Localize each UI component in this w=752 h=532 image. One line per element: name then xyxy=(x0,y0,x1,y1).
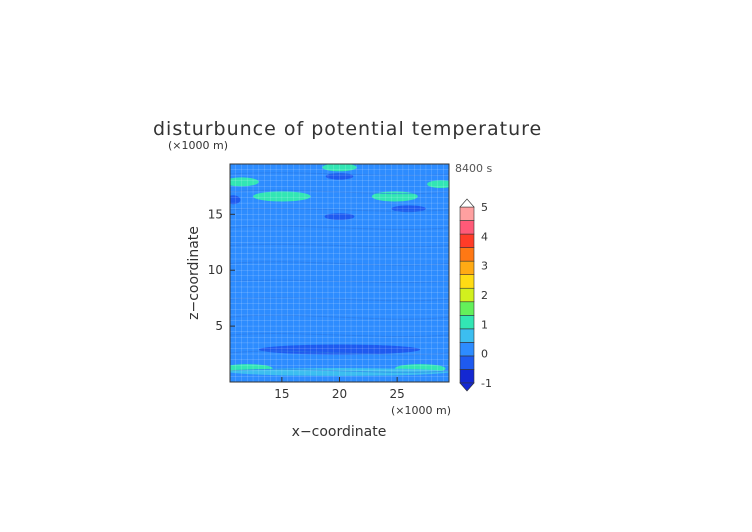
y-unit-label: (×1000 m) xyxy=(168,139,228,152)
field-feature xyxy=(324,213,355,220)
colorbar-swatch xyxy=(459,355,475,370)
x-axis: 15 20 25 xyxy=(274,377,405,401)
x-axis-title: x−coordinate xyxy=(292,424,387,440)
contour-line xyxy=(230,297,449,302)
time-label: 8400 s xyxy=(455,162,492,175)
contour-line xyxy=(230,189,449,195)
contour-line xyxy=(230,314,449,320)
colorbar-swatch xyxy=(459,315,475,330)
colorbar-swatch xyxy=(459,220,475,235)
y-tick-label: 10 xyxy=(208,263,223,277)
contour-line xyxy=(230,243,449,248)
colorbar-tick-label: 0 xyxy=(481,348,488,361)
colorbar-swatch xyxy=(459,206,475,221)
colorbar-tick-label: 3 xyxy=(481,260,488,273)
colorbar-tick-label: 4 xyxy=(481,230,488,243)
contour-line xyxy=(230,261,449,266)
colorbar-tick-label: 1 xyxy=(481,318,488,331)
x-tick-label: 25 xyxy=(389,387,404,401)
contour-line xyxy=(230,172,449,176)
contour-line xyxy=(230,368,449,373)
contour-line xyxy=(230,225,449,230)
colorbar-swatch xyxy=(459,301,475,316)
colorbar-tick-label: 2 xyxy=(481,289,488,302)
contour-line xyxy=(230,350,449,356)
colorbar: -1 0 1 2 3 4 5 xyxy=(459,198,492,392)
colorbar-tick-label: -1 xyxy=(481,377,492,390)
y-tick-label: 5 xyxy=(215,319,223,333)
field-feature xyxy=(322,164,357,172)
colorbar-arrow-min xyxy=(459,382,475,392)
field-feature xyxy=(253,191,311,202)
field-feature xyxy=(230,177,259,187)
x-tick-label: 20 xyxy=(332,387,347,401)
field-feature xyxy=(427,180,449,189)
contour-line xyxy=(230,208,449,212)
colorbar-arrow-max xyxy=(459,198,475,208)
x-tick-label: 15 xyxy=(274,387,289,401)
y-tick-label: 15 xyxy=(208,207,223,221)
colorbar-swatch xyxy=(459,247,475,262)
colorbar-swatch xyxy=(459,328,475,343)
colorbar-swatch xyxy=(459,369,475,384)
x-unit-label: (×1000 m) xyxy=(391,404,451,417)
chart-title: disturbunce of potential temperature xyxy=(153,118,542,140)
colorbar-swatch xyxy=(459,274,475,289)
colorbar-swatch xyxy=(459,260,475,275)
contour-line xyxy=(230,279,449,284)
y-axis: 5 10 15 xyxy=(208,207,235,333)
colorbar-tick-label: 5 xyxy=(481,201,488,214)
plot-area xyxy=(229,163,450,383)
colorbar-swatch xyxy=(459,287,475,303)
contour-line xyxy=(230,333,449,338)
field-feature xyxy=(258,344,421,355)
colorbar-swatch xyxy=(459,342,475,357)
colorbar-swatch xyxy=(459,233,475,248)
y-axis-title: z−coordinate xyxy=(186,226,202,320)
field-feature xyxy=(230,195,241,205)
